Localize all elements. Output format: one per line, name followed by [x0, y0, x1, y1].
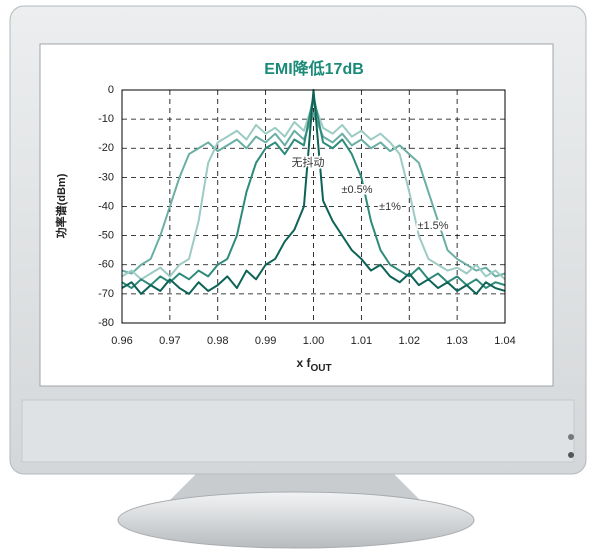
x-tick-label: 0.99: [255, 335, 276, 347]
annotation: ±1%: [379, 201, 401, 213]
y-tick-label: -60: [98, 259, 114, 271]
bottom-panel: [22, 400, 574, 462]
x-tick-label: 0.97: [159, 335, 180, 347]
x-tick-label: 1.00: [303, 335, 324, 347]
y-tick-label: 0: [108, 84, 114, 96]
x-axis-label-main: x f: [296, 356, 311, 370]
x-tick-label: 1.01: [351, 335, 372, 347]
y-tick-label: -40: [98, 200, 114, 212]
button: [568, 434, 574, 440]
x-tick-label: 1.03: [446, 335, 467, 347]
stand: [118, 492, 474, 548]
y-tick-label: -50: [98, 230, 114, 242]
annotation: ±0.5%: [341, 184, 372, 196]
y-tick-label: -80: [98, 317, 114, 329]
x-axis-label-sub: OUT: [310, 363, 331, 374]
monitor-chart: EMI降低17dB 功率谱(dBm) x fOUT -80 -70 -60 -50 -4…: [0, 0, 593, 555]
x-tick-label: 0.96: [111, 335, 132, 347]
x-tick-label: 1.02: [399, 335, 420, 347]
annotation: ±1.5%: [417, 220, 448, 232]
chart-title: EMI降低17dB: [264, 59, 364, 78]
button: [568, 452, 574, 458]
y-tick-label: -30: [98, 171, 114, 183]
y-tick-label: -70: [98, 288, 114, 300]
x-tick-label: 1.04: [494, 335, 515, 347]
x-tick-label: 0.98: [207, 335, 228, 347]
y-tick-label: -20: [98, 142, 114, 154]
annotation: 无抖动: [292, 155, 325, 169]
y-tick-label: -10: [98, 113, 114, 125]
y-axis-label: 功率谱(dBm): [54, 173, 68, 238]
